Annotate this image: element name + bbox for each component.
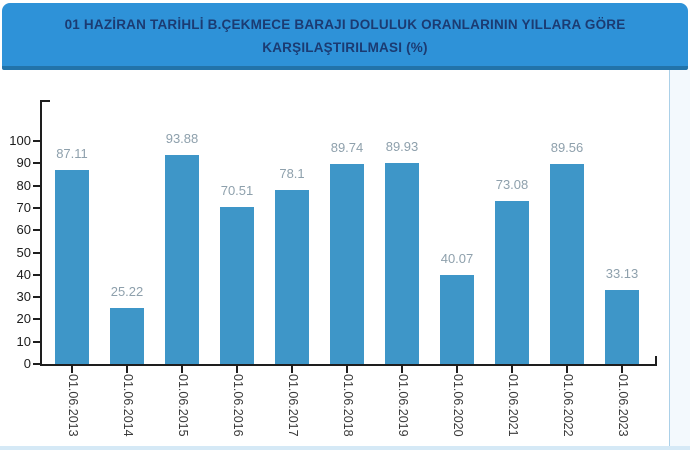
bar	[165, 154, 199, 364]
x-axis-tick-label: 01.06.2019	[396, 374, 410, 437]
y-axis-tick	[33, 318, 41, 321]
bar-value-label: 73.08	[495, 177, 529, 193]
bar-value-label: 70.51	[220, 182, 254, 198]
bar-value-label: 89.56	[550, 140, 584, 156]
y-axis-tick	[33, 184, 41, 187]
x-axis-tick	[346, 366, 348, 373]
x-axis-tick-label: 01.06.2013	[66, 374, 80, 437]
y-axis-tick	[33, 340, 41, 343]
y-axis-tick-label: 90	[16, 155, 31, 171]
x-axis-tick	[291, 366, 293, 373]
x-axis-tick	[621, 366, 623, 373]
y-axis-tick	[33, 273, 41, 276]
y-axis-tick-label: 70	[16, 199, 31, 215]
x-axis-tick-label: 01.06.2014	[121, 374, 135, 437]
x-axis-tick-label: 01.06.2020	[451, 374, 465, 437]
bar-value-label: 89.74	[330, 139, 364, 155]
x-axis-tick	[181, 366, 183, 373]
x-axis-tick-label: 01.06.2015	[176, 374, 190, 437]
y-axis-tick-label: 50	[16, 244, 31, 260]
y-axis-tick-label: 80	[16, 177, 31, 193]
chart-title-banner: 01 HAZİRAN TARİHLİ B.ÇEKMECE BARAJI DOLU…	[2, 3, 688, 70]
y-axis-tick	[33, 296, 41, 299]
bar-value-label: 93.88	[165, 130, 199, 146]
bar-value-label: 89.93	[385, 139, 419, 155]
y-axis-tick	[33, 206, 41, 209]
y-axis-tick-label: 40	[16, 266, 31, 282]
x-axis-end-cap	[655, 356, 657, 364]
y-axis-tick-label: 100	[9, 133, 31, 148]
bar	[440, 274, 474, 364]
bar-value-label: 40.07	[440, 250, 474, 266]
x-axis-tick	[401, 366, 403, 373]
bar	[385, 163, 419, 364]
y-axis-tick-label: 10	[16, 333, 31, 349]
bar	[220, 206, 254, 364]
y-axis-end-cap	[40, 100, 50, 102]
bar	[330, 163, 364, 364]
panel-right-border	[669, 70, 690, 450]
x-axis-tick-label: 01.06.2018	[341, 374, 355, 437]
y-axis-tick	[33, 229, 41, 232]
bar	[55, 169, 89, 364]
y-axis-tick	[33, 251, 41, 254]
y-axis-tick	[33, 363, 41, 365]
bar-value-label: 25.22	[110, 283, 144, 299]
y-axis-tick	[33, 140, 41, 142]
bar	[495, 201, 529, 364]
y-axis-tick-label: 0	[23, 356, 31, 371]
bar-value-label: 87.11	[56, 145, 88, 161]
x-axis-tick-label: 01.06.2017	[286, 374, 300, 437]
chart-title-line2: KARŞILAŞTIRILMASI (%)	[262, 40, 428, 55]
bar-value-label: 78.1	[279, 165, 305, 181]
y-axis-tick	[33, 162, 41, 165]
bar	[605, 290, 639, 364]
bar	[275, 189, 309, 364]
y-axis-tick-label: 30	[16, 289, 31, 305]
y-axis-tick-label: 20	[16, 311, 31, 327]
x-axis-tick	[566, 366, 568, 373]
panel-bottom-border	[0, 446, 690, 450]
bar-chart: 0 10 20 30 40 50 60 70 80 90 100 87.11 01.06.2013 25.…	[0, 70, 690, 450]
x-axis-tick	[236, 366, 238, 373]
y-axis-tick-label: 60	[16, 222, 31, 238]
chart-title-line1: 01 HAZİRAN TARİHLİ B.ÇEKMECE BARAJI DOLU…	[64, 17, 626, 32]
bar	[110, 307, 144, 364]
x-axis-tick	[511, 366, 513, 373]
x-axis-tick-label: 01.06.2021	[506, 374, 520, 437]
x-axis-tick	[456, 366, 458, 373]
x-axis-tick-label: 01.06.2022	[561, 374, 575, 437]
y-axis-line	[40, 100, 42, 366]
x-axis-tick-label: 01.06.2023	[616, 374, 630, 437]
x-axis-tick-label: 01.06.2016	[231, 374, 245, 437]
x-axis-tick	[126, 366, 128, 373]
x-axis-tick	[71, 366, 73, 373]
x-axis-line	[40, 364, 657, 366]
bar	[550, 164, 584, 364]
bar-value-label: 33.13	[605, 266, 639, 282]
